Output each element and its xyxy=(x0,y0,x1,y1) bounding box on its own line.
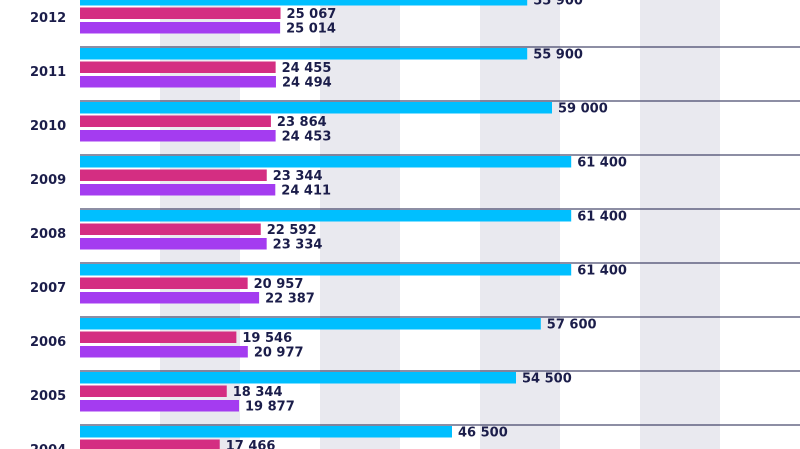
year-label-2009: 2009 xyxy=(30,173,66,188)
value-label-2011-s3: 24 494 xyxy=(282,76,332,91)
bar-2010-s2 xyxy=(80,115,271,127)
group-separators xyxy=(80,46,800,426)
value-label-2004-s1: 46 500 xyxy=(458,426,508,441)
value-label-2012-s2: 25 067 xyxy=(287,7,337,22)
value-label-2006-s3: 20 977 xyxy=(254,346,304,361)
bar-2007-s1 xyxy=(80,264,572,276)
value-label-2005-s1: 54 500 xyxy=(522,372,572,387)
bar-2012-s2 xyxy=(80,7,281,19)
bar-2006-s1 xyxy=(80,318,541,330)
year-label-2004: 2004 xyxy=(30,443,66,449)
bar-2005-s3 xyxy=(80,400,240,412)
value-label-2009-s3: 24 411 xyxy=(281,184,331,199)
bar-2005-s1 xyxy=(80,372,516,384)
value-label-2010-s1: 59 000 xyxy=(558,102,608,117)
value-label-2006-s2: 19 546 xyxy=(242,331,292,346)
bar-2012-s3 xyxy=(80,22,281,34)
year-label-2005: 2005 xyxy=(30,389,66,404)
value-label-2009-s1: 61 400 xyxy=(577,156,627,171)
bar-2004-s2 xyxy=(80,439,220,449)
year-label-2006: 2006 xyxy=(30,335,66,350)
value-label-2007-s3: 22 387 xyxy=(265,292,315,307)
bar-2008-s1 xyxy=(80,210,572,222)
bar-2006-s3 xyxy=(80,346,248,358)
bar-2010-s1 xyxy=(80,102,552,114)
value-label-2007-s2: 20 957 xyxy=(254,277,304,292)
bar-2008-s2 xyxy=(80,223,261,235)
value-label-2005-s3: 19 877 xyxy=(245,400,295,415)
value-label-2008-s3: 23 334 xyxy=(273,238,323,253)
bar-2011-s2 xyxy=(80,61,276,73)
value-label-2005-s2: 18 344 xyxy=(233,385,283,400)
value-label-2010-s3: 24 453 xyxy=(282,130,332,145)
bars xyxy=(80,0,572,449)
bar-2007-s2 xyxy=(80,277,248,289)
bar-2009-s3 xyxy=(80,184,276,196)
value-label-2006-s1: 57 600 xyxy=(547,318,597,333)
bar-2005-s2 xyxy=(80,385,227,397)
grid-band xyxy=(640,0,720,449)
grid-bands xyxy=(160,0,720,449)
bar-2010-s3 xyxy=(80,130,276,142)
year-labels: 2012 2011 2010 2009 2008 2007 2006 2005 2004 xyxy=(30,11,66,449)
year-label-2012: 2012 xyxy=(30,11,66,26)
bar-2006-s2 xyxy=(80,331,237,343)
bar-2008-s3 xyxy=(80,238,267,250)
bar-2012-s1 xyxy=(80,0,528,6)
bar-2007-s3 xyxy=(80,292,260,304)
value-label-2012-s3: 25 014 xyxy=(286,22,336,37)
bar-2011-s1 xyxy=(80,48,528,60)
value-label-2012-s1: 55 900 xyxy=(533,0,583,9)
value-label-2008-s2: 22 592 xyxy=(267,223,317,238)
bar-2011-s3 xyxy=(80,76,276,88)
value-label-2007-s1: 61 400 xyxy=(577,264,627,279)
value-label-2009-s2: 23 344 xyxy=(273,169,323,184)
year-label-2007: 2007 xyxy=(30,281,66,296)
bar-2009-s1 xyxy=(80,156,572,168)
bar-2004-s1 xyxy=(80,426,452,438)
value-label-2008-s1: 61 400 xyxy=(577,210,627,225)
year-label-2010: 2010 xyxy=(30,119,66,134)
bar-2009-s2 xyxy=(80,169,267,181)
year-label-2011: 2011 xyxy=(30,65,66,80)
value-label-2010-s2: 23 864 xyxy=(277,115,327,130)
value-label-2004-s2: 17 466 xyxy=(226,439,276,449)
value-label-2011-s1: 55 900 xyxy=(533,48,583,63)
year-label-2008: 2008 xyxy=(30,227,66,242)
value-label-2011-s2: 24 455 xyxy=(282,61,332,76)
